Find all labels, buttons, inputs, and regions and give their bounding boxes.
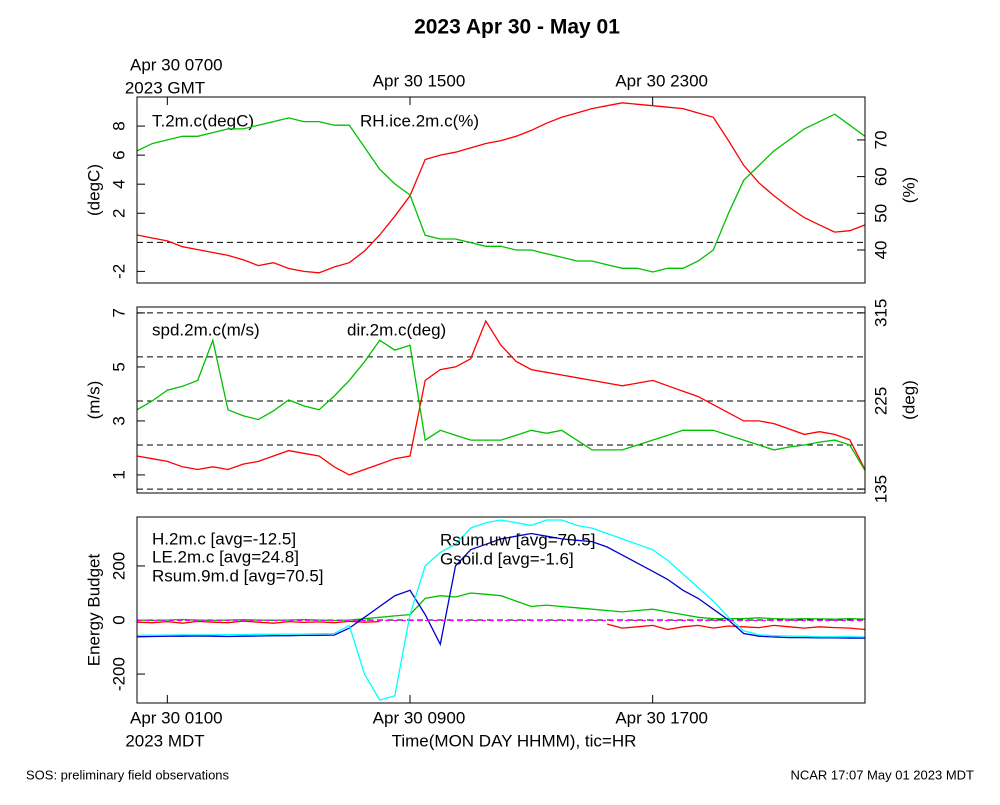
plot-frame bbox=[136, 96, 866, 284]
x2-tick-label: Apr 30 0700 bbox=[130, 55, 223, 74]
y-tick-label: 6 bbox=[109, 150, 128, 159]
y2-tick-label: 60 bbox=[871, 167, 890, 186]
y2-tick-label: 225 bbox=[871, 387, 890, 415]
y2-tick-label: 315 bbox=[871, 299, 890, 327]
y2-tick-label: 50 bbox=[871, 204, 890, 223]
legend-label: Gsoil.d [avg=-1.6] bbox=[440, 549, 574, 568]
y2-axis-label: (%) bbox=[899, 177, 918, 203]
x-sublabel: 2023 MDT bbox=[125, 731, 204, 750]
legend-label: spd.2m.c(m/s) bbox=[152, 320, 260, 339]
y-tick-label: 8 bbox=[109, 121, 128, 130]
x-tick-label: Apr 30 0900 bbox=[373, 708, 466, 727]
x-axis-label: Time(MON DAY HHMM), tic=HR bbox=[392, 731, 637, 750]
x2-tick-label: Apr 30 2300 bbox=[615, 71, 708, 90]
series-line bbox=[137, 338, 865, 471]
y-tick-label: 2 bbox=[109, 209, 128, 218]
y2-axis-label: (deg) bbox=[899, 380, 918, 420]
y2-tick-label: 40 bbox=[871, 241, 890, 260]
y-tick-label: 5 bbox=[109, 362, 128, 371]
series-line bbox=[137, 519, 865, 701]
footer-left: SOS: preliminary field observations bbox=[26, 767, 230, 782]
x-tick-label: Apr 30 0100 bbox=[130, 708, 223, 727]
legend-label: dir.2m.c(deg) bbox=[347, 320, 446, 339]
y-axis-label: (degC) bbox=[84, 164, 103, 216]
plot-frame bbox=[136, 516, 866, 704]
series-line bbox=[137, 532, 865, 647]
legend-label: H.2m.c [avg=-12.5] bbox=[152, 529, 296, 548]
legend-label: Rsum.9m.d [avg=70.5] bbox=[152, 566, 324, 585]
x2-tick-label: Apr 30 1500 bbox=[373, 71, 466, 90]
legend-label: RH.ice.2m.c(%) bbox=[360, 111, 479, 130]
series-line bbox=[137, 319, 865, 476]
y-tick-label: -200 bbox=[109, 657, 128, 691]
plot-frame bbox=[136, 306, 866, 494]
series-line bbox=[137, 592, 865, 622]
chart-title: 2023 Apr 30 - May 01 bbox=[414, 16, 620, 39]
y-axis-label: Energy Budget bbox=[84, 553, 103, 666]
x2-sublabel: 2023 GMT bbox=[125, 78, 205, 97]
x-tick-label: Apr 30 1700 bbox=[615, 708, 708, 727]
series-line bbox=[137, 113, 865, 273]
y2-tick-label: 70 bbox=[871, 130, 890, 149]
y2-tick-label: 135 bbox=[871, 475, 890, 503]
legend-label: Rsum.uw [avg=70.5] bbox=[440, 530, 595, 549]
y-tick-label: 7 bbox=[109, 308, 128, 317]
legend-label: LE.2m.c [avg=24.8] bbox=[152, 547, 299, 566]
y-tick-label: -2 bbox=[109, 264, 128, 279]
series-line bbox=[137, 102, 865, 274]
footer-right: NCAR 17:07 May 01 2023 MDT bbox=[790, 767, 974, 782]
y-tick-label: 0 bbox=[109, 615, 128, 624]
y-tick-label: 3 bbox=[109, 416, 128, 425]
y-tick-label: 4 bbox=[109, 179, 128, 188]
series-line bbox=[137, 620, 865, 631]
y-axis-label: (m/s) bbox=[84, 381, 103, 420]
y-tick-label: 1 bbox=[109, 470, 128, 479]
y-tick-label: 200 bbox=[109, 552, 128, 580]
legend-label: T.2m.c(degC) bbox=[152, 111, 254, 130]
